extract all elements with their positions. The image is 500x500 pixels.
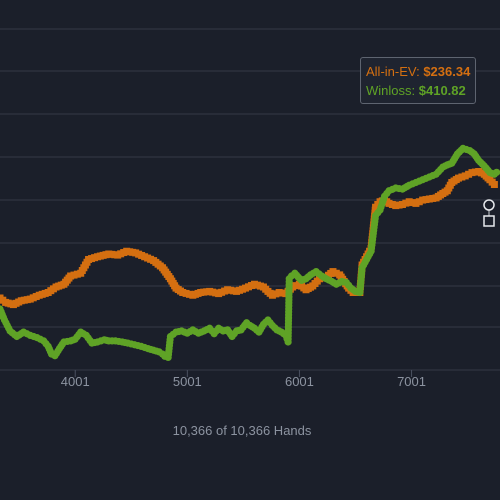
hands-count: 10,366 of 10,366 Hands	[172, 423, 312, 438]
grid-lines	[0, 28, 500, 371]
chart-tooltip: All-in-EV: $236.34 Winloss: $410.82	[360, 57, 477, 104]
series-winloss	[0, 144, 500, 361]
x-tick-label: 6001	[285, 374, 314, 389]
series-layer	[0, 144, 500, 361]
tooltip-winloss-label: Winloss:	[366, 83, 416, 98]
ev-hover-marker	[483, 215, 495, 227]
tooltip-ev-value: $236.34	[423, 64, 471, 79]
winloss-hover-marker	[483, 199, 495, 211]
hover-cursor	[483, 199, 495, 227]
series-all-in-ev	[0, 168, 498, 309]
data-point	[490, 181, 498, 189]
x-tick-label: 5001	[173, 374, 202, 389]
tooltip-ev-row: All-in-EV: $236.34	[366, 62, 470, 81]
tooltip-winloss-value: $410.82	[418, 83, 466, 98]
tooltip-ev-label: All-in-EV:	[366, 64, 420, 79]
data-point	[493, 168, 500, 176]
x-axis-ticks: 4001 5001 6001 7001	[61, 370, 426, 389]
x-tick-label: 4001	[61, 374, 90, 389]
x-tick-label: 7001	[397, 374, 426, 389]
tooltip-winloss-row: Winloss: $410.82	[366, 81, 470, 100]
